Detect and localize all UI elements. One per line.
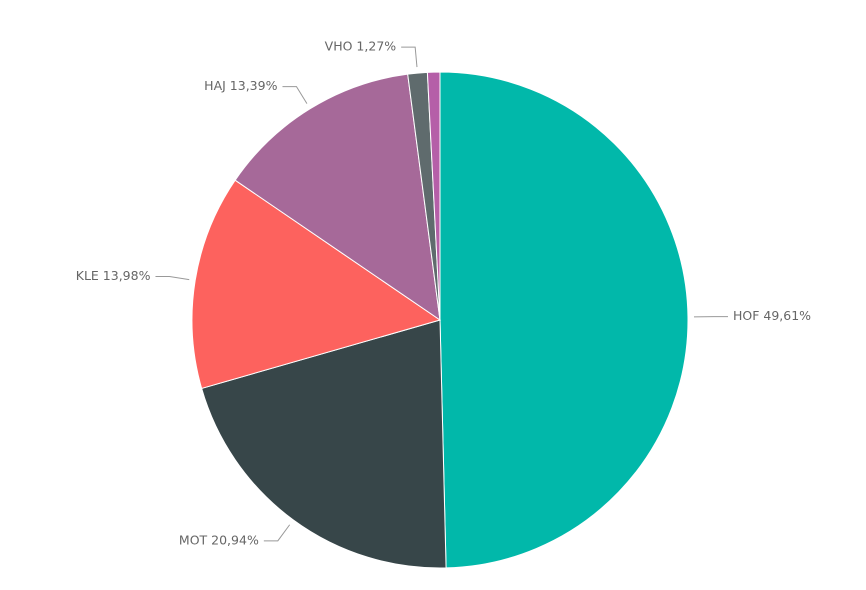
leader-line xyxy=(155,275,190,281)
pie-slice xyxy=(234,73,441,322)
pie-slice xyxy=(426,71,441,321)
pie-slice xyxy=(439,71,689,569)
pie-slice xyxy=(201,319,447,569)
leader-line xyxy=(282,86,308,104)
data-label: VHO 1,27% xyxy=(325,39,397,54)
data-label: HAJ 13,39% xyxy=(204,78,277,93)
leader-line xyxy=(263,524,291,542)
data-label: HOF 49,61% xyxy=(733,308,811,323)
leader-line xyxy=(401,46,418,68)
data-label: KLE 13,98% xyxy=(76,268,151,283)
pie-slice xyxy=(191,179,442,390)
data-label: MOT 20,94% xyxy=(179,532,259,547)
